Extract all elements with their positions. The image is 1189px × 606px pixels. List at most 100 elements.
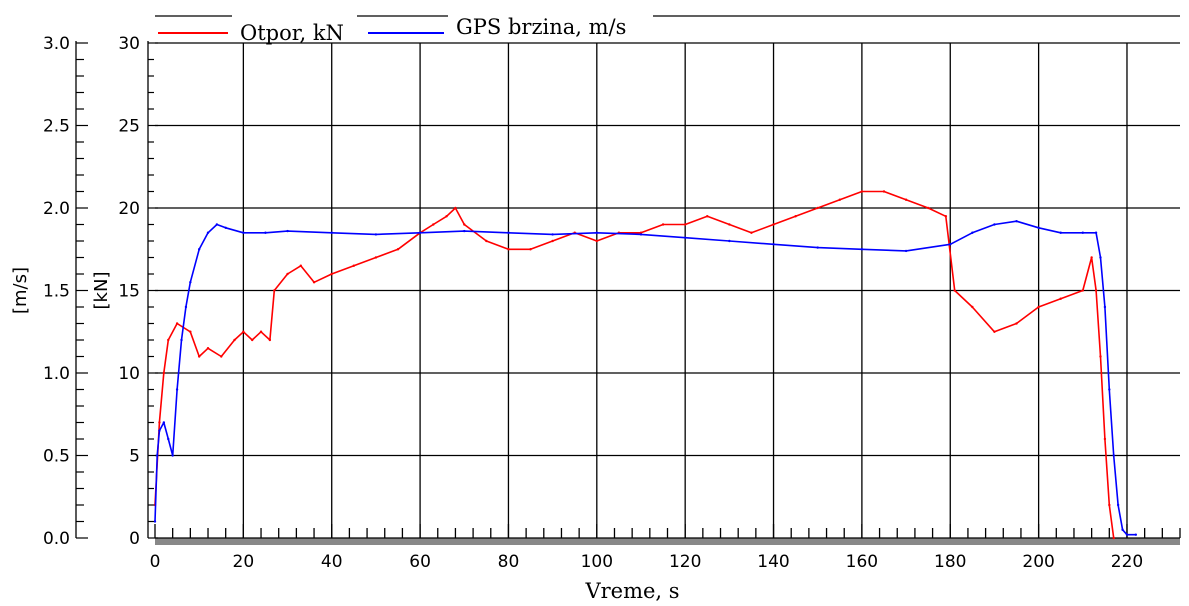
series-point-1 [1059,231,1062,234]
series-point-1 [1116,503,1120,507]
x-tick-label: 60 [409,552,431,572]
x-tick-label: 0 [150,552,161,572]
series-point-0 [1103,437,1107,441]
series-point-0 [463,223,466,226]
y-ms-tick-label: 0.0 [43,529,70,549]
series-point-0 [1099,355,1102,358]
series-point-0 [926,206,930,210]
series-point-1 [189,281,192,284]
series-point-1 [860,248,864,251]
series-point-1 [418,231,422,234]
series-point-1 [1103,305,1107,309]
series-point-1 [156,454,159,457]
series-point-0 [1108,503,1111,507]
series-point-0 [1059,297,1062,300]
x-tick-label: 140 [757,552,789,572]
series-point-1 [242,231,245,234]
series-point-1 [551,233,554,236]
series-point-1 [1099,256,1102,259]
series-point-1 [224,226,227,229]
series-point-0 [299,264,302,267]
series-point-1 [1081,231,1085,234]
series-point-0 [189,330,192,333]
grid [155,42,1180,538]
series-point-1 [639,233,643,236]
series-point-1 [507,231,510,234]
series-point-0 [882,190,886,193]
series-point-0 [396,248,400,251]
series-point-1 [1121,528,1124,531]
series-point-1 [184,305,188,309]
series-point-1 [904,249,908,253]
y-kn-tick-label: 10 [118,364,140,384]
series-point-0 [1037,305,1040,309]
series-point-0 [904,198,908,201]
series-point-0 [661,223,665,226]
series-point-0 [250,338,254,342]
series-point-1 [463,229,466,233]
y-ms-tick-label: 3.0 [43,34,70,54]
series-point-0 [167,338,170,342]
series-point-1 [683,236,687,239]
x-tick-label: 160 [846,552,878,572]
series-point-0 [286,272,289,276]
series-point-0 [639,231,643,234]
series-point-0 [1090,256,1093,259]
series-point-0 [1094,289,1098,292]
series-point-0 [953,289,956,292]
series-point-1 [993,223,996,226]
series-point-0 [860,190,864,193]
series-point-1 [1134,533,1138,536]
y-kn-tick-label: 25 [118,117,140,137]
legend-gap-2 [448,6,653,40]
series-point-0 [1015,322,1018,325]
series-point-0 [816,206,819,210]
series-point-1 [1112,454,1115,457]
y-kn-tick-label: 15 [118,282,140,302]
series-point-1 [971,231,974,234]
series-point-1 [1015,220,1018,223]
series-point-0 [794,215,797,218]
series-point-0 [838,198,842,201]
series-point-0 [330,272,333,276]
series-point-0 [445,215,448,218]
series-point-0 [352,264,356,267]
x-axis-title: Vreme, s [584,579,679,603]
series-point-1 [330,231,333,234]
series-point-0 [197,355,201,358]
series-point-0 [273,289,276,292]
series-point-1 [197,248,201,251]
series-point-0 [993,330,996,333]
series-point-1 [595,231,599,234]
series-point-0 [595,239,599,243]
y-kn-tick-label: 20 [118,199,140,219]
series-point-0 [551,239,554,243]
series-point-0 [175,322,179,325]
x-tick-label: 180 [934,552,966,572]
series-layer [153,190,1138,540]
series-point-0 [268,338,272,342]
x-tick-label: 40 [321,552,343,572]
series-point-0 [162,371,166,375]
series-point-1 [180,338,183,342]
y-axis-kn-title: [kN] [91,272,112,310]
y-axis-ms-title: [m/s] [10,267,31,314]
series-point-0 [944,215,948,218]
series-point-0 [1112,536,1115,540]
x-axis-band [155,538,1180,545]
series-point-1 [153,520,157,523]
series-point-0 [529,248,532,251]
series-point-0 [772,223,775,226]
series-point-1 [206,231,210,234]
series-point-1 [1125,533,1129,536]
series-point-0 [312,281,316,284]
series-point-1 [264,231,267,234]
y-ms-tick-label: 2.0 [43,199,70,219]
y-kn-tick-label: 5 [129,447,140,467]
series-point-0 [233,338,236,342]
series-point-0 [507,248,510,251]
series-point-0 [242,330,245,333]
series-point-1 [1094,231,1098,234]
legend-gap-1 [232,6,357,40]
